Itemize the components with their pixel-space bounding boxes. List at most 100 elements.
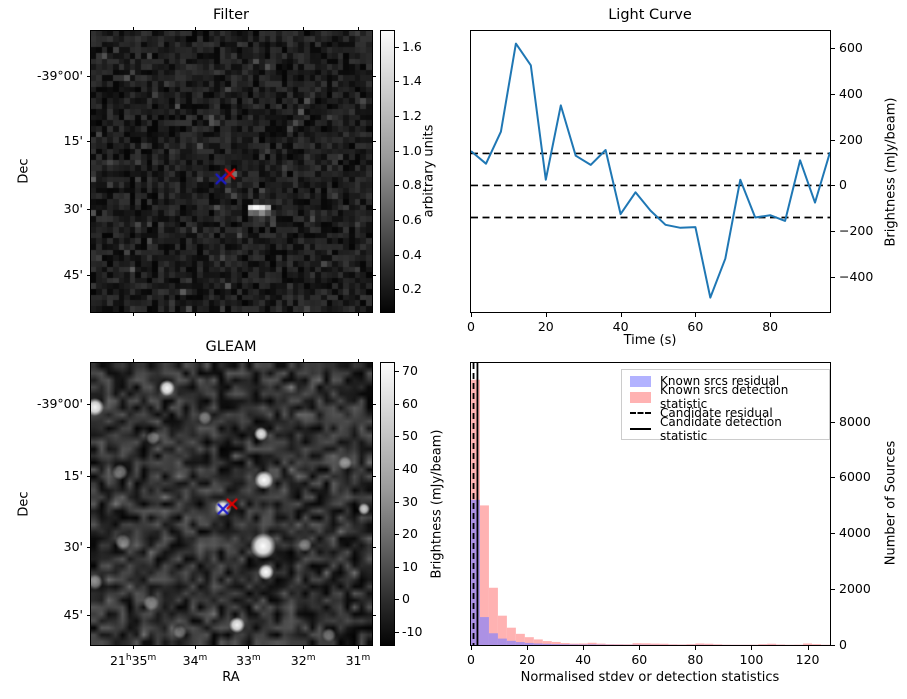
- hist-bar-residual: [488, 633, 498, 645]
- hist-bar-detection: [713, 644, 723, 645]
- lightcurve-line: [471, 42, 830, 299]
- legend-label-known-srcs-detection: Known srcs detection statistic: [660, 383, 789, 411]
- tick-mark: [395, 501, 399, 503]
- hist-bar-detection: [695, 643, 705, 645]
- tick-mark: [395, 185, 399, 187]
- tick-mark: [831, 276, 835, 278]
- tick-mark: [620, 313, 622, 317]
- hist-bar-detection: [758, 644, 768, 645]
- tick-label: −400: [839, 268, 874, 284]
- tick-label: 20: [402, 526, 418, 542]
- hist-bar-detection: [578, 643, 588, 645]
- tick-mark: [395, 254, 399, 256]
- tick-mark: [194, 27, 196, 31]
- hist-bar-detection: [650, 643, 660, 645]
- hist-bar-detection: [803, 643, 813, 645]
- hist-bar-residual: [506, 640, 516, 645]
- hist-bar-detection: [524, 637, 534, 645]
- tick-mark: [133, 645, 135, 649]
- tick-label: -39°00': [36, 395, 83, 411]
- tick-mark: [87, 546, 91, 548]
- tick-mark: [248, 645, 250, 649]
- tick-label: 600: [839, 40, 863, 56]
- tick-label: −200: [839, 223, 874, 239]
- hist-bar-detection: [551, 641, 561, 645]
- histogram-legend: Known srcs residual Known srcs detection…: [621, 369, 830, 443]
- gleam-image: [90, 362, 373, 646]
- tick-mark: [831, 48, 835, 50]
- tick-label: 20: [537, 319, 554, 334]
- tick-label: 0.6: [402, 212, 422, 228]
- tick-label: 8000: [839, 413, 871, 429]
- hist-bar-detection: [686, 644, 696, 645]
- gleam-colorbar: [380, 362, 395, 646]
- hist-bar-residual: [471, 499, 480, 645]
- tick-mark: [372, 208, 376, 210]
- hist-bar-detection: [560, 643, 570, 645]
- tick-mark: [87, 75, 91, 77]
- hist-bar-detection: [623, 644, 633, 645]
- tick-mark: [395, 150, 399, 152]
- hist-bar-detection: [605, 644, 615, 645]
- tick-label: 1.4: [402, 73, 422, 89]
- tick-label: 0: [839, 177, 847, 193]
- tick-label: 0: [467, 652, 475, 667]
- hist-bar-residual: [533, 643, 543, 645]
- tick-mark: [372, 75, 376, 77]
- hist-bar-detection: [767, 643, 777, 645]
- tick-mark: [545, 313, 547, 317]
- legend-swatch-candidate-residual: [630, 412, 651, 414]
- tick-label: 100: [739, 652, 764, 667]
- filter-image: [90, 30, 373, 313]
- tick-label: 30: [402, 493, 418, 509]
- tick-label: 30': [63, 538, 83, 554]
- tick-label: 40: [402, 460, 418, 476]
- tick-label: 40: [612, 319, 629, 334]
- legend-label-candidate-residual: Candidate residual: [660, 406, 773, 420]
- tick-label: 30': [63, 200, 83, 216]
- tick-mark: [395, 289, 399, 291]
- tick-label: 200: [839, 131, 863, 147]
- tick-label: 33m: [236, 653, 261, 669]
- tick-mark: [194, 645, 196, 649]
- hist-bar-detection: [641, 643, 651, 645]
- tick-mark: [372, 615, 376, 617]
- tick-label: 1.6: [402, 38, 422, 54]
- tick-mark: [248, 27, 250, 31]
- hist-bar-residual: [560, 644, 570, 645]
- hist-bar-detection: [587, 642, 597, 645]
- filter-dec-axis-label: Dec: [16, 158, 32, 184]
- hist-bar-detection: [506, 627, 516, 645]
- tick-mark: [395, 566, 399, 568]
- tick-label: 21h35m: [109, 653, 157, 669]
- lightcurve-plot: [470, 30, 831, 313]
- tick-label: 0: [467, 319, 475, 334]
- hist-bar-residual: [551, 644, 561, 645]
- tick-mark: [831, 645, 835, 646]
- tick-label: 0: [839, 637, 847, 652]
- tick-mark: [395, 403, 399, 405]
- tick-mark: [133, 359, 135, 363]
- hist-bar-residual: [542, 643, 552, 645]
- legend-label-candidate-detection: Candidate detection statistic: [660, 415, 782, 443]
- tick-mark: [395, 534, 399, 536]
- legend-item-known-srcs-detection: Known srcs detection statistic: [622, 383, 829, 411]
- hist-bar-detection: [677, 644, 687, 645]
- tick-label: 4000: [839, 525, 871, 541]
- hist-bar-detection: [776, 644, 786, 645]
- tick-label: 15': [63, 467, 83, 483]
- tick-label: 50: [402, 428, 418, 444]
- tick-mark: [357, 312, 359, 316]
- tick-mark: [831, 139, 835, 141]
- tick-mark: [303, 27, 305, 31]
- tick-mark: [303, 359, 305, 363]
- tick-mark: [395, 220, 399, 222]
- tick-label: -10: [402, 623, 423, 639]
- tick-mark: [372, 274, 376, 276]
- tick-label: 80: [687, 652, 704, 667]
- tick-mark: [357, 645, 359, 649]
- tick-label: 80: [762, 319, 779, 334]
- tick-mark: [695, 646, 697, 650]
- tick-mark: [770, 313, 772, 317]
- hist-bar-detection: [704, 643, 714, 645]
